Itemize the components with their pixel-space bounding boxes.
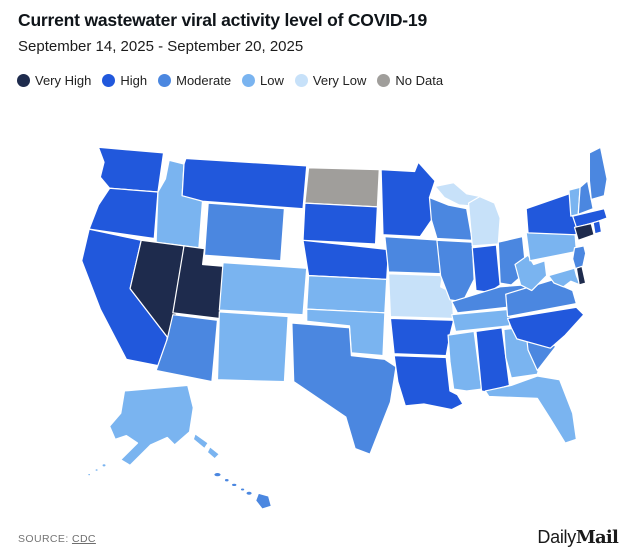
legend: Very High High Moderate Low Very Low No … <box>17 73 443 88</box>
state-florida[interactable] <box>484 375 577 444</box>
source-link-cdc[interactable]: CDC <box>71 533 96 545</box>
state-alaska-aleutian-1[interactable] <box>101 463 107 468</box>
state-hawaii-oahu[interactable] <box>223 477 230 483</box>
state-hawaii-big-island[interactable] <box>254 492 273 510</box>
state-rhode-island[interactable] <box>592 220 603 235</box>
state-north-carolina[interactable] <box>506 306 585 349</box>
state-colorado[interactable] <box>218 262 308 316</box>
legend-label-low: Low <box>260 73 284 88</box>
date-range-subtitle: September 14, 2025 - September 20, 2025 <box>18 38 304 55</box>
legend-label-very-high: Very High <box>35 73 92 88</box>
source-attribution: SOURCE: CDC <box>18 533 96 545</box>
state-michigan[interactable] <box>467 196 501 247</box>
legend-dot-no-data <box>377 74 391 87</box>
state-massachusetts[interactable] <box>572 208 608 228</box>
dailymail-logo-mail: Mail <box>575 527 619 548</box>
legend-item-very-high: Very High <box>17 73 91 88</box>
state-washington[interactable] <box>97 146 165 193</box>
dailymail-logo: DailyMail <box>537 527 618 548</box>
legend-dot-low <box>242 74 256 87</box>
state-new-mexico[interactable] <box>216 311 289 383</box>
state-tennessee[interactable] <box>451 308 512 333</box>
state-arkansas[interactable] <box>389 317 455 357</box>
legend-dot-very-low <box>294 74 308 87</box>
state-wyoming[interactable] <box>203 202 286 262</box>
state-hawaii-maui[interactable] <box>239 487 246 492</box>
state-montana[interactable] <box>181 157 308 210</box>
source-label: SOURCE: <box>18 533 69 545</box>
page-title: Current wastewater viral activity level … <box>18 10 427 30</box>
state-hawaii-kauai[interactable] <box>213 471 222 478</box>
state-mississippi[interactable] <box>447 330 483 392</box>
legend-dot-very-high <box>17 74 30 87</box>
legend-item-high: High <box>102 73 147 88</box>
legend-item-moderate: Moderate <box>158 73 231 88</box>
state-indiana[interactable] <box>471 244 501 293</box>
legend-item-no-data: No Data <box>377 73 443 88</box>
state-connecticut[interactable] <box>573 222 595 241</box>
state-alaska-islands[interactable] <box>206 446 220 460</box>
state-hawaii-molokai[interactable] <box>230 482 238 488</box>
dailymail-logo-daily: Daily <box>537 527 576 547</box>
state-texas[interactable] <box>291 322 397 455</box>
state-maryland[interactable] <box>547 267 581 288</box>
legend-label-very-low: Very Low <box>312 73 367 88</box>
state-oregon[interactable] <box>88 187 159 240</box>
state-maine[interactable] <box>588 146 608 201</box>
state-nebraska[interactable] <box>302 239 390 280</box>
legend-label-moderate: Moderate <box>176 73 232 88</box>
state-north-dakota[interactable] <box>304 167 380 208</box>
us-map-svg <box>81 146 608 510</box>
legend-item-very-low: Very Low <box>294 73 367 88</box>
state-new-hampshire[interactable] <box>577 180 594 215</box>
legend-item-low: Low <box>242 73 284 88</box>
legend-label-high: High <box>120 73 148 88</box>
state-hawaii-lanai[interactable] <box>245 490 253 496</box>
state-alaska-aleutian-2[interactable] <box>94 467 99 472</box>
state-delaware[interactable] <box>575 265 587 286</box>
state-louisiana[interactable] <box>393 355 464 411</box>
legend-label-no-data: No Data <box>395 73 444 88</box>
legend-dot-moderate <box>158 74 172 87</box>
state-alaska-panhandle[interactable] <box>192 433 209 450</box>
legend-dot-high <box>102 74 116 87</box>
state-arizona[interactable] <box>155 314 219 383</box>
state-alaska[interactable] <box>109 384 194 466</box>
state-kansas[interactable] <box>306 275 388 314</box>
us-choropleth-map <box>78 138 608 510</box>
state-alaska-aleutian-3[interactable] <box>87 472 92 477</box>
state-south-dakota[interactable] <box>302 202 379 245</box>
